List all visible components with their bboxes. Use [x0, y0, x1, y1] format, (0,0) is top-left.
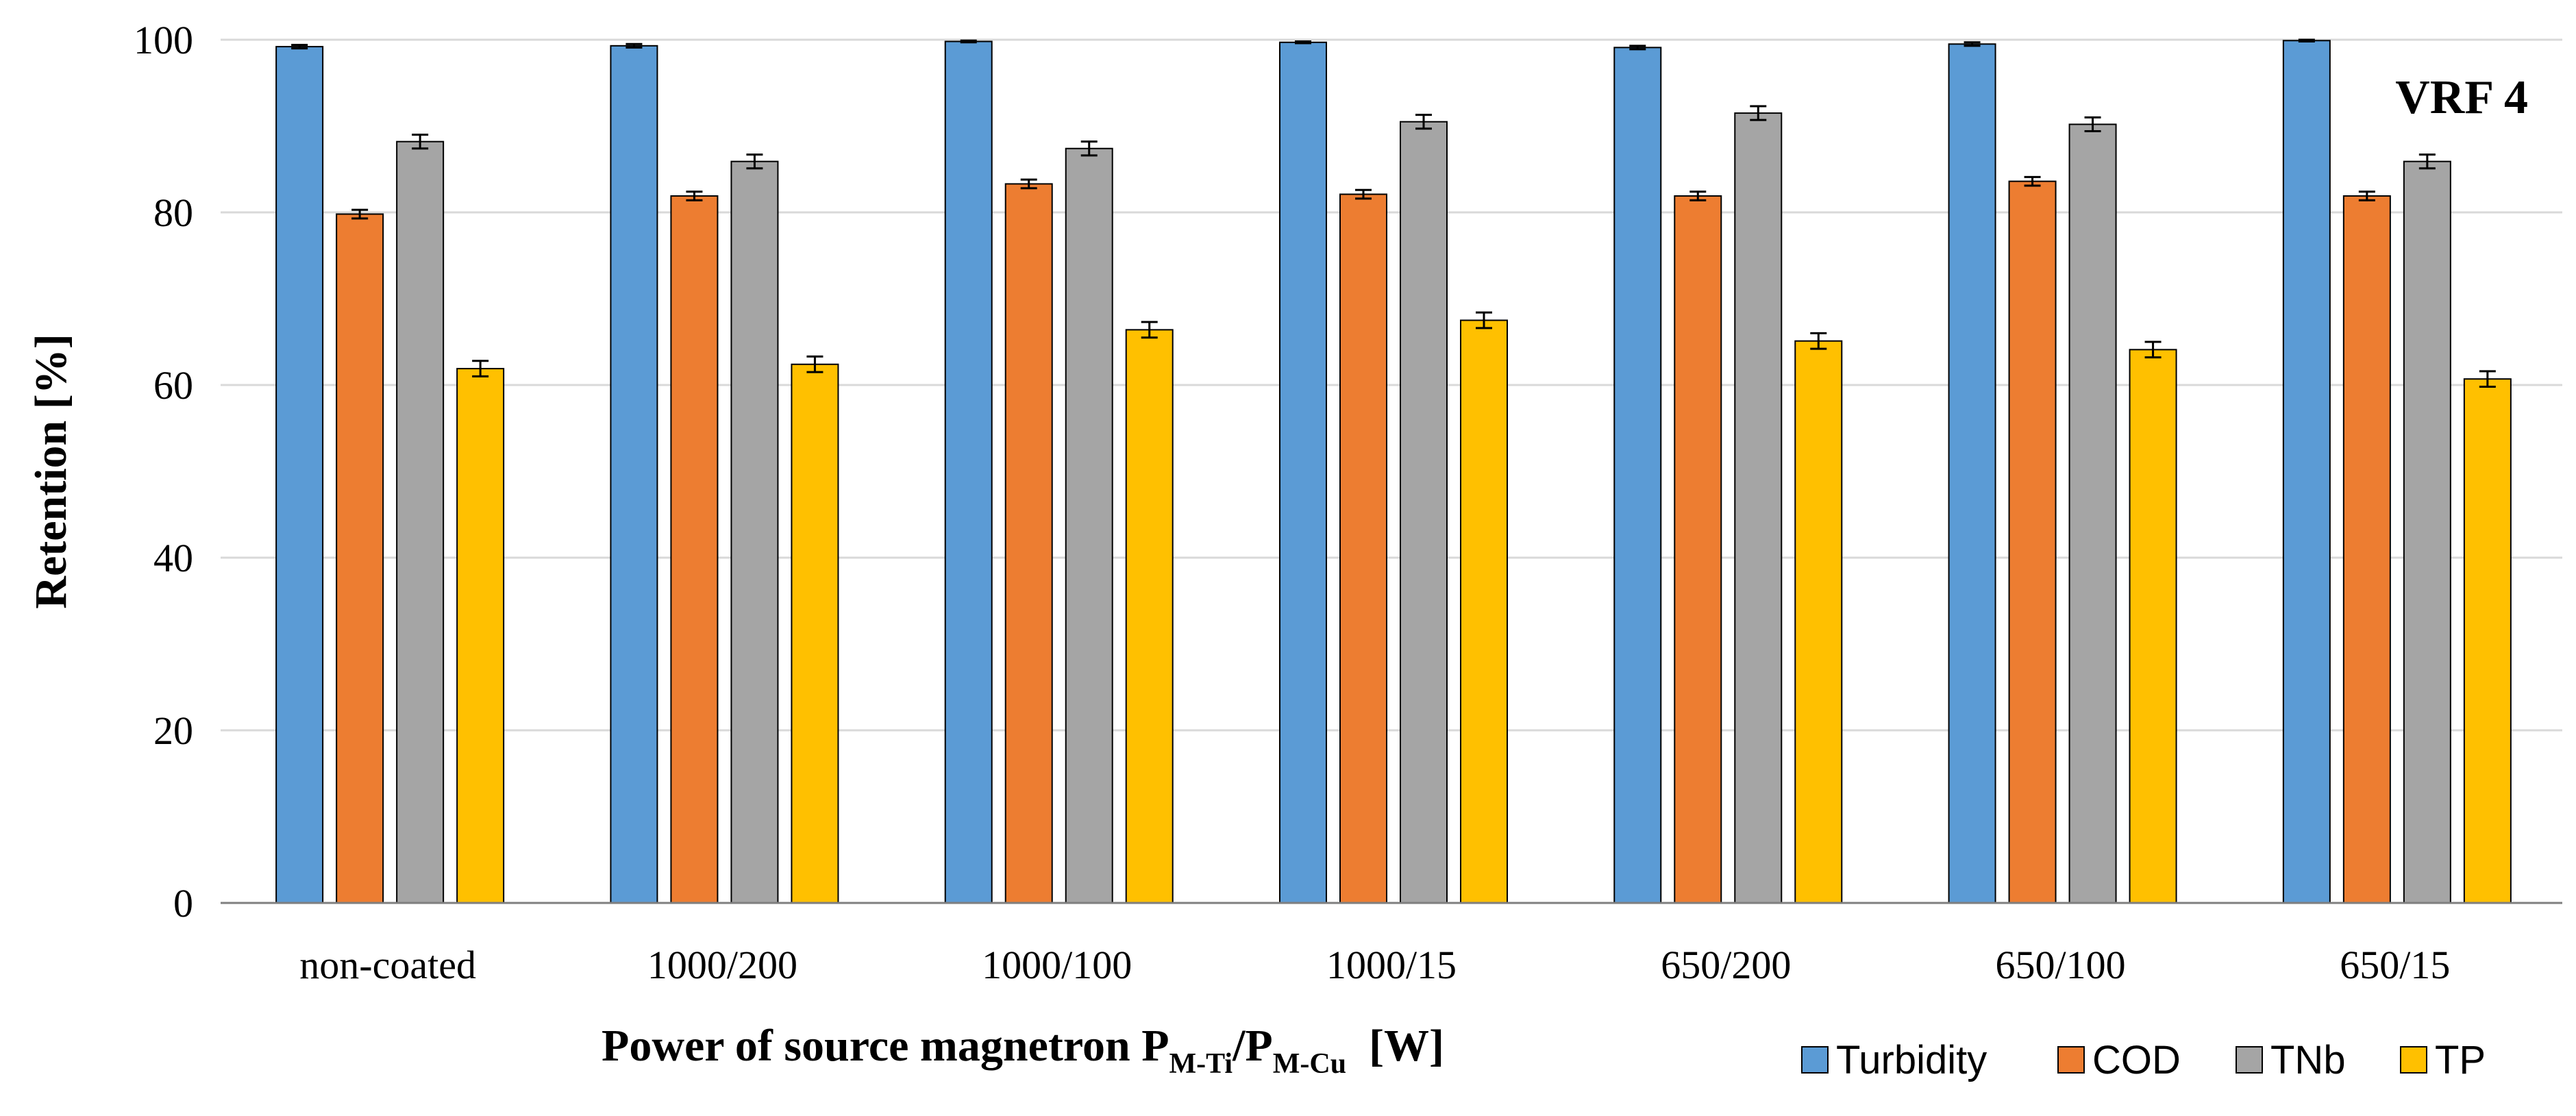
chart-annotation: VRF 4 — [2395, 71, 2528, 124]
bar-turbidity-4 — [1613, 47, 1662, 904]
y-tick-label: 60 — [153, 363, 193, 408]
x-category-label: 1000/15 — [1326, 943, 1457, 987]
y-tick-label: 40 — [153, 536, 193, 580]
bar-tnb-2 — [1065, 147, 1113, 904]
gridlines — [221, 38, 2562, 732]
x-category-label: 650/15 — [2340, 943, 2450, 987]
bar-cod-5 — [2008, 180, 2057, 904]
legend-label-tnb: TNb — [2270, 1038, 2346, 1082]
bar-tp-1 — [791, 363, 839, 904]
legend-label-tp: TP — [2435, 1038, 2486, 1082]
labels: 0 20 40 60 80 100 non-coated 1000/200 1000/100 10… — [26, 18, 2528, 1080]
y-axis-label: Retention [%] — [26, 334, 76, 608]
bar-turbidity-1 — [610, 45, 658, 904]
x-category-label: non-coated — [299, 943, 476, 987]
bar-tnb-4 — [1734, 112, 1783, 904]
y-tick-label: 100 — [134, 18, 193, 62]
bar-tp-3 — [1460, 319, 1508, 904]
bar-tnb-5 — [2068, 123, 2117, 904]
y-tick-label: 20 — [153, 708, 193, 753]
x-category-label: 650/100 — [1996, 943, 2126, 987]
bar-tp-2 — [1125, 329, 1174, 904]
bar-tnb-3 — [1400, 121, 1448, 904]
bar-tnb-1 — [730, 160, 779, 904]
x-category-label: 1000/200 — [647, 943, 797, 987]
bars — [275, 38, 2512, 904]
bar-tnb-0 — [396, 140, 445, 904]
legend-swatch-tnb — [2236, 1046, 2263, 1074]
bar-cod-4 — [1674, 195, 1722, 904]
bar-cod-3 — [1339, 193, 1387, 904]
bar-tp-5 — [2129, 349, 2177, 904]
bar-cod-2 — [1004, 183, 1053, 904]
bar-turbidity-5 — [1948, 43, 1996, 904]
legend-label-turbidity: Turbidity — [1836, 1038, 1987, 1082]
bar-cod-6 — [2342, 195, 2391, 904]
bar-turbidity-3 — [1279, 41, 1327, 904]
bar-tp-4 — [1794, 340, 1843, 904]
bar-turbidity-6 — [2282, 40, 2331, 904]
bar-cod-1 — [670, 195, 719, 904]
y-tick-label: 80 — [153, 190, 193, 235]
x-axis-label: Power of source magnetron PM-Ti/PM-Cu [W… — [602, 1021, 1444, 1080]
legend-swatch-cod — [2057, 1046, 2085, 1074]
legend-swatch-turbidity — [1801, 1046, 1829, 1074]
bar-turbidity-0 — [275, 46, 324, 904]
bar-tp-6 — [2463, 378, 2512, 904]
legend-label-cod: COD — [2092, 1038, 2181, 1082]
bar-tp-0 — [456, 368, 505, 904]
y-tick-label: 0 — [173, 881, 193, 926]
x-category-label: 1000/100 — [982, 943, 1132, 987]
legend: Turbidity COD TNb TP — [1801, 1038, 2486, 1082]
bar-cod-0 — [336, 213, 384, 904]
bar-turbidity-2 — [944, 40, 993, 904]
bar-tnb-6 — [2403, 160, 2451, 904]
legend-swatch-tp — [2400, 1046, 2427, 1074]
x-category-label: 650/200 — [1661, 943, 1791, 987]
